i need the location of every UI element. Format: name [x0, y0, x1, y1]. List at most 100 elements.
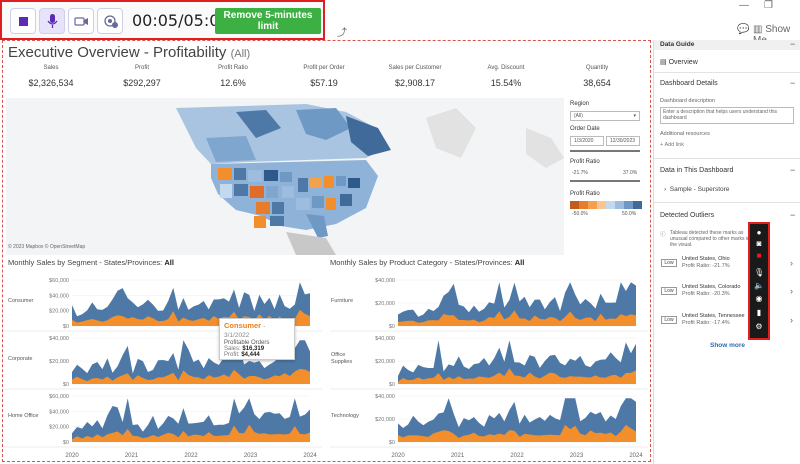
chevron-right-icon[interactable]: › — [790, 258, 793, 268]
order-date-start[interactable]: 1/3/2020 — [570, 136, 604, 146]
y-tick-label: $40,000 — [375, 278, 395, 284]
segment-area-chart[interactable]: $60,000 $40,000 $20,000 $0 $40,000 $20,000 $0 $… — [0, 268, 326, 464]
profit-ratio-label: Profit Ratio — [570, 159, 600, 165]
outlier-stat: Profit Ratio: -20.3% — [682, 291, 730, 297]
gear-icon[interactable]: ⚙ — [755, 322, 763, 331]
stop-icon[interactable]: ■ — [756, 251, 762, 260]
segment-panel-title: Monthly Sales by Segment - States/Provin… — [8, 258, 174, 267]
x-tick-label: 2020 — [65, 453, 79, 459]
data-source-label: Sample - Superstore — [669, 186, 730, 193]
y-tick-label: $20,000 — [49, 309, 69, 315]
sales-area[interactable] — [398, 340, 636, 384]
kpi-profit: Profit $292,297 — [97, 65, 187, 88]
outliers-collapse-icon[interactable]: − — [790, 210, 796, 220]
kpi-label: Quantity — [585, 65, 609, 71]
restore-icon[interactable]: ❐ — [764, 0, 773, 11]
region-select-value: (All) — [574, 113, 583, 119]
add-link-button[interactable]: + Add link — [660, 142, 684, 148]
kpi-value: 15.54% — [490, 78, 522, 88]
profit-area[interactable] — [72, 424, 310, 442]
x-tick-label: 2024 — [303, 453, 317, 459]
comment-icon[interactable]: 💬 — [737, 24, 750, 35]
region-select[interactable]: (All) ▾ — [570, 111, 640, 121]
segment-label-corporate: Corporate — [8, 356, 33, 362]
x-tick-label: 2023 — [570, 453, 584, 459]
stop-icon — [19, 17, 28, 26]
y-tick-label: $0 — [63, 324, 69, 330]
profit-ratio-max: 37.0% — [623, 170, 638, 176]
profit-area[interactable] — [72, 368, 310, 384]
info-icon: ⓘ — [660, 232, 666, 238]
remove-limit-button[interactable]: Remove 5-minutes limit — [215, 8, 321, 34]
kpi-value: $2,908.17 — [394, 78, 436, 88]
order-date-label: Order Date — [570, 126, 600, 132]
guide-header-bar — [654, 40, 800, 50]
segment-label-home-office: Home Office — [8, 413, 39, 419]
tooltip-profit-label: Profit: — [224, 352, 240, 358]
pause-icon[interactable]: ▮ — [756, 308, 762, 317]
stop-record-button[interactable] — [10, 8, 36, 34]
category-label-furniture: Furniture — [331, 298, 354, 304]
record-settings-button[interactable] — [97, 8, 123, 34]
chart-tooltip: Consumer - 3/1/2022 Profitable Orders Sa… — [219, 318, 295, 360]
kpi-label: Sales — [43, 65, 59, 71]
chevron-right-icon[interactable]: › — [790, 286, 793, 296]
outlier-stat: Profit Ratio: -17.4% — [682, 320, 730, 326]
x-tick-label: 2021 — [451, 453, 465, 459]
webcam-icon[interactable]: ◉ — [755, 294, 763, 303]
minimize-icon[interactable]: — — [739, 0, 749, 11]
profit-area[interactable] — [398, 368, 636, 384]
chevron-right-icon[interactable]: › — [790, 315, 793, 325]
recording-toolbar: 00:05/05:00 Remove 5-minutes limit — [0, 0, 325, 40]
outlier-stat: Profit Ratio: -21.7% — [682, 263, 730, 269]
sales-area[interactable] — [72, 340, 310, 384]
microphone-button[interactable] — [39, 8, 65, 34]
outlier-name[interactable]: United States, Colorado — [682, 284, 741, 290]
legend-max: 50.0% — [622, 211, 637, 217]
tooltip-date: - 3/1/2022 — [224, 323, 266, 339]
share-icon[interactable]: ⤴ — [337, 28, 347, 39]
map-graphic — [176, 104, 564, 255]
guide-overview[interactable]: ▤ Overview — [660, 58, 698, 66]
kpi-label: Profit per Order — [303, 65, 345, 71]
y-tick-label: $60,000 — [49, 394, 69, 400]
profit-ratio-slider[interactable] — [570, 180, 640, 182]
camera-toggle-button[interactable] — [68, 8, 94, 34]
description-input[interactable]: Enter a description that helps users und… — [660, 107, 794, 124]
profit-map[interactable] — [6, 98, 564, 255]
sales-area[interactable] — [398, 282, 636, 326]
outlier-name[interactable]: United States, Ohio — [682, 256, 730, 262]
sales-area[interactable] — [72, 282, 310, 326]
record-dot-icon[interactable]: ● — [756, 228, 762, 237]
page-title: Executive Overview - Profitability (All) — [8, 44, 250, 61]
details-collapse-icon[interactable]: − — [790, 78, 796, 88]
outlier-name[interactable]: United States, Tennessee — [682, 313, 745, 319]
y-tick-label: $0 — [389, 382, 395, 388]
tooltip-segment: Consumer — [224, 321, 262, 330]
legend-min: -50.0% — [572, 211, 588, 217]
y-tick-label: $60,000 — [49, 278, 69, 284]
y-tick-label: $20,000 — [375, 417, 395, 423]
kpi-value: $2,326,534 — [28, 78, 74, 88]
camera-icon — [74, 17, 88, 26]
divider — [654, 72, 800, 73]
microphone-icon[interactable]: 🎙 — [754, 268, 765, 277]
screenshot-icon[interactable]: ◙ — [756, 239, 762, 248]
overview-icon: ▤ — [660, 59, 667, 66]
category-area-chart[interactable]: $40,000 $20,000 $0 $40,000 $20,000 $0 $40,000 $… — [326, 268, 652, 464]
y-tick-label: $40,000 — [49, 293, 69, 299]
speaker-icon[interactable]: 🔈 — [754, 281, 764, 290]
profit-area[interactable] — [398, 424, 636, 442]
y-tick-label: $20,000 — [375, 359, 395, 365]
data-collapse-icon[interactable]: − — [790, 165, 796, 175]
tooltip-sales-label: Sales: — [224, 346, 241, 352]
kpi-sales-per-customer: Sales per Customer $2,908.17 — [370, 65, 460, 88]
profit-area[interactable] — [398, 310, 636, 326]
show-more-link[interactable]: Show more — [710, 342, 746, 349]
order-date-end[interactable]: 12/30/2023 — [606, 136, 640, 146]
order-date-slider[interactable] — [570, 150, 640, 152]
data-source-item[interactable]: › Sample - Superstore — [664, 186, 729, 193]
guide-collapse-icon[interactable]: − — [790, 39, 796, 49]
outliers-note: Tableau detected these marks as unusual … — [670, 230, 750, 248]
kpi-value: $57.19 — [310, 78, 338, 88]
